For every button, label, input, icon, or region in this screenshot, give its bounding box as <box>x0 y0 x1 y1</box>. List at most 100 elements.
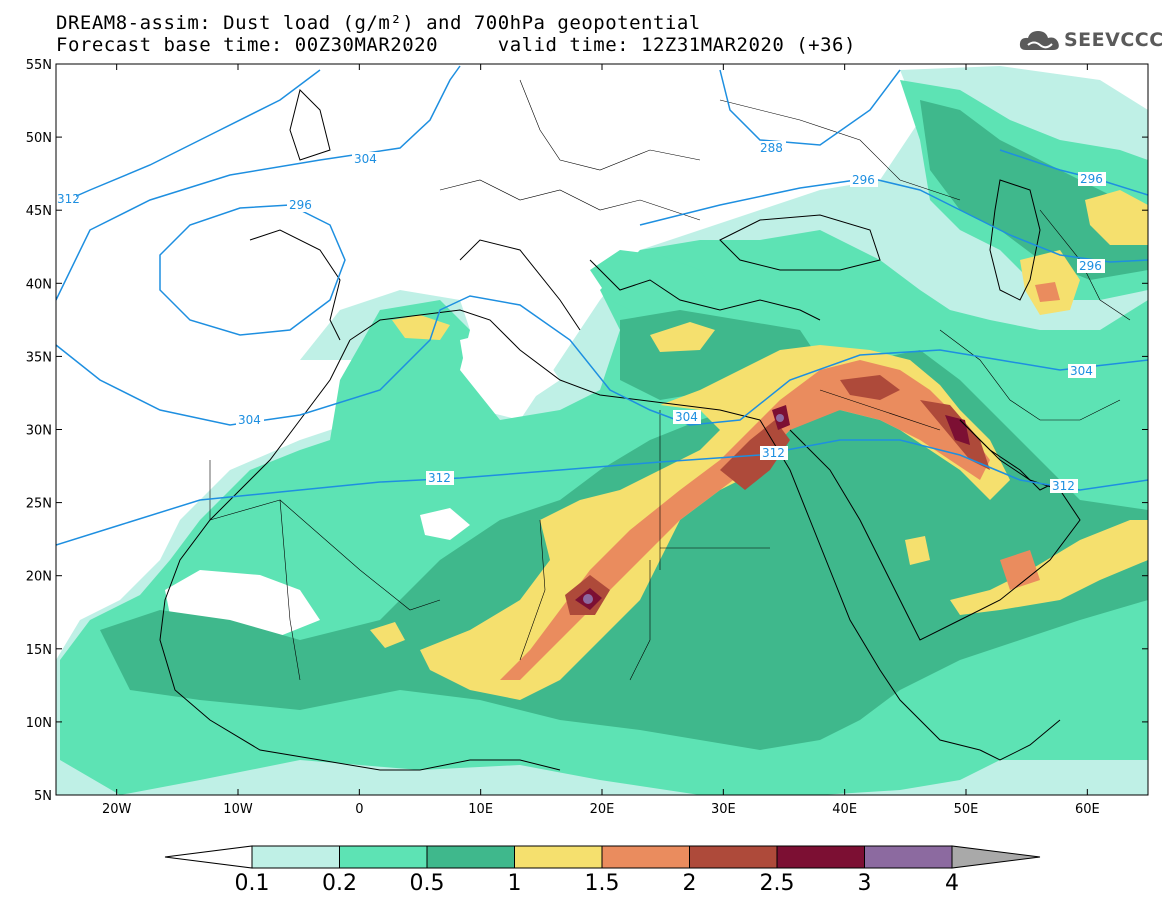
contour-label-296-b: 296 <box>850 173 878 187</box>
colorbar-box <box>776 845 865 869</box>
colorbar-box <box>514 845 603 869</box>
border-kazakh <box>1039 209 1131 321</box>
svg-text:304: 304 <box>1070 364 1093 378</box>
lon-tick-label: 40E <box>832 802 857 817</box>
coast-africa-west <box>159 339 561 771</box>
valid-time: valid time: 12Z31MAR2020 (+36) <box>497 34 856 56</box>
logo-text: SEEVCCC <box>1064 29 1164 51</box>
colorbar-level-label: 4 <box>945 871 959 896</box>
dust-region-caspian-dark <box>920 100 1148 280</box>
dust-region-caspian-yellow <box>1020 250 1080 315</box>
dust-level-3 <box>583 414 784 604</box>
dust-region-caspian-orange <box>1035 282 1060 302</box>
clear-patch-algeria <box>420 508 470 540</box>
map-subtitle: Forecast base time: 00Z30MAR2020 valid t… <box>56 34 856 56</box>
colorbar-boxes <box>251 845 953 869</box>
coast-caspian <box>989 179 1041 301</box>
border-niger-chad <box>519 519 546 661</box>
dust-region-plume-core <box>500 360 990 680</box>
contour-label-312-d: 312 <box>56 192 80 206</box>
latitude-axis: 55N 50N 45N 40N 35N 30N 25N 20N 15N 10N 5N <box>26 58 1148 804</box>
svg-text:312: 312 <box>428 471 451 485</box>
lon-tick-label: 10W <box>223 802 253 817</box>
border-saudi-iraq <box>819 389 941 431</box>
svg-text:288: 288 <box>760 141 783 155</box>
colorbar-level-label: 0.5 <box>410 871 445 896</box>
seevccc-logo: SEEVCCC <box>1018 28 1163 54</box>
dust-region-sinai-max <box>776 414 784 422</box>
contour-label-296-d: 296 <box>1077 259 1105 273</box>
svg-text:312: 312 <box>57 192 80 206</box>
dust-region-saudi-spot <box>905 536 930 565</box>
colorbar-box <box>601 845 690 869</box>
svg-text:304: 304 <box>354 152 377 166</box>
contour-label-304-b: 304 <box>352 152 380 166</box>
contour-label-312-b: 312 <box>760 446 788 460</box>
contour-label-288: 288 <box>758 141 786 155</box>
colorbar-box <box>426 845 515 869</box>
lat-tick-label: 55N <box>26 58 52 73</box>
contour-label-304-c: 304 <box>1068 364 1096 378</box>
svg-text:296: 296 <box>1080 172 1103 186</box>
colorbar-level-label: 2 <box>683 871 697 896</box>
dust-region-aegean <box>590 250 720 320</box>
contour-312-nw <box>56 69 321 206</box>
colorbar-box <box>339 845 428 869</box>
contour-288 <box>719 69 901 146</box>
dust-region-chad-max <box>583 594 593 604</box>
contour-312-west <box>56 439 1148 546</box>
lat-tick-label: 35N <box>26 350 52 365</box>
lon-tick-label: 30E <box>711 802 736 817</box>
svg-text:296: 296 <box>1079 259 1102 273</box>
contour-label-304-a: 304 <box>236 413 264 427</box>
contour-296-east <box>639 177 1148 263</box>
borders <box>209 79 1131 681</box>
colorbar-box <box>251 845 340 869</box>
coast-persian-gulf <box>959 419 1061 491</box>
lon-tick-label: 0 <box>355 802 363 817</box>
colorbar-level-label: 1.5 <box>585 871 620 896</box>
colorbar: 0.1 0.2 0.5 1 1.5 2 2.5 3 4 <box>164 845 1041 896</box>
colorbar-under-arrow <box>164 845 253 869</box>
contour-label-296-a: 296 <box>287 198 315 212</box>
plot-area: 312 304 296 304 288 296 296 296 304 304 … <box>56 64 1148 795</box>
border-europe-1 <box>439 179 701 221</box>
clear-patch-tunisia <box>460 330 560 400</box>
dust-region-oman-orange <box>1000 550 1040 590</box>
svg-text:296: 296 <box>852 173 875 187</box>
contour-label-304-d: 304 <box>673 410 701 424</box>
colorbar-level-label: 0.1 <box>235 871 270 896</box>
dust-region-iraq-core <box>840 375 900 400</box>
lon-tick-label: 60E <box>1075 802 1100 817</box>
lat-tick-label: 15N <box>26 643 52 658</box>
border-algeria-mali <box>279 499 441 611</box>
colorbar-level-label: 3 <box>858 871 872 896</box>
dust-region-crete <box>650 322 715 352</box>
lat-tick-label: 50N <box>26 131 52 146</box>
svg-text:304: 304 <box>238 413 261 427</box>
dust-region-niger-spot <box>370 622 405 648</box>
lat-tick-label: 10N <box>26 716 52 731</box>
coast-horn <box>979 719 1061 761</box>
map-title: DREAM8-assim: Dust load (g/m²) and 700hP… <box>56 12 701 34</box>
coast-red-sea <box>759 419 981 751</box>
lat-tick-label: 45N <box>26 204 52 219</box>
dust-region-nw-caspian <box>1085 190 1148 245</box>
dust-region-oman-band <box>950 520 1148 615</box>
colorbar-level-label: 2.5 <box>760 871 795 896</box>
longitude-axis: 20W 10W 0 10E 20E 30E 40E 50E 60E <box>102 64 1100 817</box>
coast-uk <box>289 89 331 161</box>
lon-tick-label: 10E <box>468 802 493 817</box>
lat-tick-label: 25N <box>26 497 52 512</box>
contour-304-ring <box>56 65 461 301</box>
contour-label-312-a: 312 <box>426 471 454 485</box>
contour-296-low <box>159 204 346 336</box>
dust-region-kuwait-peak <box>945 415 970 445</box>
border-sudan-chad <box>629 560 651 681</box>
colorbar-level-label: 1 <box>508 871 522 896</box>
lon-tick-label: 50E <box>954 802 979 817</box>
lat-tick-label: 20N <box>26 570 52 585</box>
lon-tick-label: 20W <box>102 802 132 817</box>
lon-tick-label: 20E <box>590 802 615 817</box>
lat-tick-label: 5N <box>34 789 52 804</box>
